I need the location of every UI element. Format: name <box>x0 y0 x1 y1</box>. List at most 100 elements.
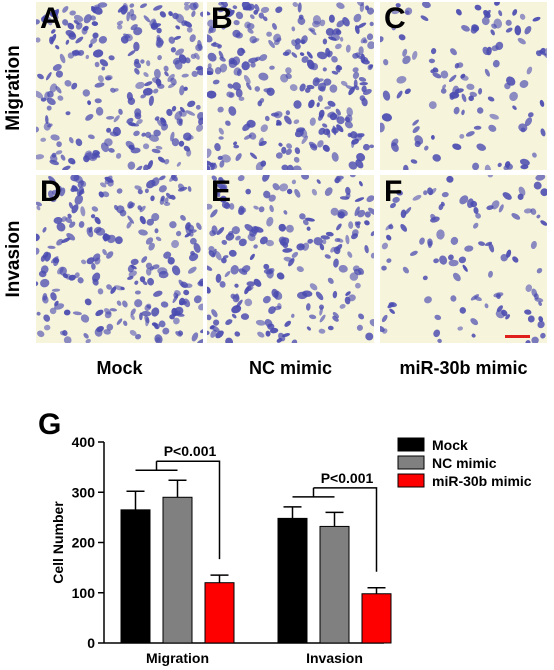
cell-blob <box>217 155 223 161</box>
cell-blob <box>141 310 152 317</box>
cell-blob <box>330 207 339 216</box>
cell-blob <box>97 75 104 83</box>
cell-blob <box>253 205 259 210</box>
cell-blob <box>73 14 84 22</box>
cell-blob <box>322 239 327 245</box>
cell-blob <box>228 249 237 257</box>
cell-blob <box>170 175 178 182</box>
cell-blob <box>412 126 420 134</box>
cell-blob <box>219 56 226 62</box>
cell-blob <box>299 83 306 92</box>
cell-blob <box>55 85 62 94</box>
cell-blob <box>506 76 516 86</box>
cell-blob <box>176 118 183 126</box>
cell-blob <box>259 54 268 62</box>
cell-blob <box>498 204 504 213</box>
cell-blob <box>207 148 212 159</box>
cell-blob <box>113 115 120 123</box>
cell-blob <box>366 33 374 41</box>
cell-blob <box>331 28 340 35</box>
cell-blob <box>383 59 389 66</box>
cell-blob <box>333 258 339 268</box>
cell-blob <box>448 74 457 83</box>
cell-blob <box>520 164 529 170</box>
cell-blob <box>519 80 529 88</box>
cell-blob <box>197 338 203 343</box>
cell-blob <box>402 266 410 274</box>
cell-blob <box>365 332 374 341</box>
cell-blob <box>336 124 344 133</box>
cell-blob <box>143 143 150 150</box>
cell-blob <box>344 296 351 305</box>
bar-invasion-1 <box>319 525 350 644</box>
cell-blob <box>458 256 467 264</box>
cell-blob <box>471 24 480 32</box>
cell-blob <box>243 134 252 140</box>
cell-blob <box>269 327 279 334</box>
cell-blob <box>174 59 183 70</box>
cell-blob <box>441 191 449 198</box>
cell-blob <box>540 188 547 197</box>
cell-blob <box>211 309 218 318</box>
cell-blob <box>147 277 155 286</box>
cell-blob <box>334 114 340 120</box>
cell-blob <box>77 277 84 284</box>
cell-blob <box>127 201 134 209</box>
cell-blob <box>94 82 105 88</box>
cells-e <box>207 175 374 343</box>
cell-blob <box>364 244 369 254</box>
cell-blob <box>147 160 154 170</box>
cell-blob <box>48 175 56 184</box>
cell-blob <box>281 164 289 170</box>
cell-blob <box>316 102 320 108</box>
cell-blob <box>352 71 360 79</box>
cell-blob <box>232 5 238 10</box>
cell-blob <box>385 223 393 231</box>
cell-blob <box>142 280 148 286</box>
cell-blob <box>446 175 454 183</box>
cell-blob <box>505 314 511 320</box>
cell-blob <box>163 201 171 207</box>
cell-blob <box>49 83 58 93</box>
cell-blob <box>484 68 490 77</box>
cell-blob <box>299 213 306 220</box>
cell-blob <box>117 24 123 30</box>
cell-blob <box>66 232 76 241</box>
cell-blob <box>218 178 227 184</box>
cell-blob <box>218 5 227 13</box>
cell-blob <box>223 202 231 210</box>
cell-blob <box>46 105 52 111</box>
cell-blob <box>434 314 442 321</box>
cell-blob <box>221 239 228 245</box>
cell-blob <box>470 318 479 326</box>
cell-blob <box>307 238 314 244</box>
cells-f <box>380 175 547 343</box>
cell-blob <box>478 241 486 246</box>
cell-blob <box>98 36 108 44</box>
cell-blob <box>168 36 176 44</box>
cell-blob <box>126 221 132 229</box>
cell-blob <box>227 83 234 89</box>
cell-blob <box>352 265 360 272</box>
cell-blob <box>155 236 162 242</box>
cell-blob <box>351 139 355 148</box>
cell-blob <box>240 313 250 320</box>
cell-blob <box>286 188 293 195</box>
cell-blob <box>322 123 328 128</box>
cell-blob <box>139 215 146 225</box>
cell-blob <box>175 25 181 30</box>
cell-blob <box>355 282 361 289</box>
cell-blob <box>432 154 441 162</box>
cell-blob <box>294 147 301 155</box>
cell-blob <box>260 160 267 167</box>
cell-blob <box>50 134 60 141</box>
cells-c <box>380 2 547 170</box>
cell-blob <box>87 100 92 106</box>
cell-blob <box>73 175 83 184</box>
cell-blob <box>219 63 228 73</box>
cell-blob <box>186 26 193 33</box>
cell-blob <box>130 123 140 127</box>
cell-blob <box>181 73 189 78</box>
cell-blob <box>348 161 358 170</box>
cell-blob <box>266 87 275 96</box>
